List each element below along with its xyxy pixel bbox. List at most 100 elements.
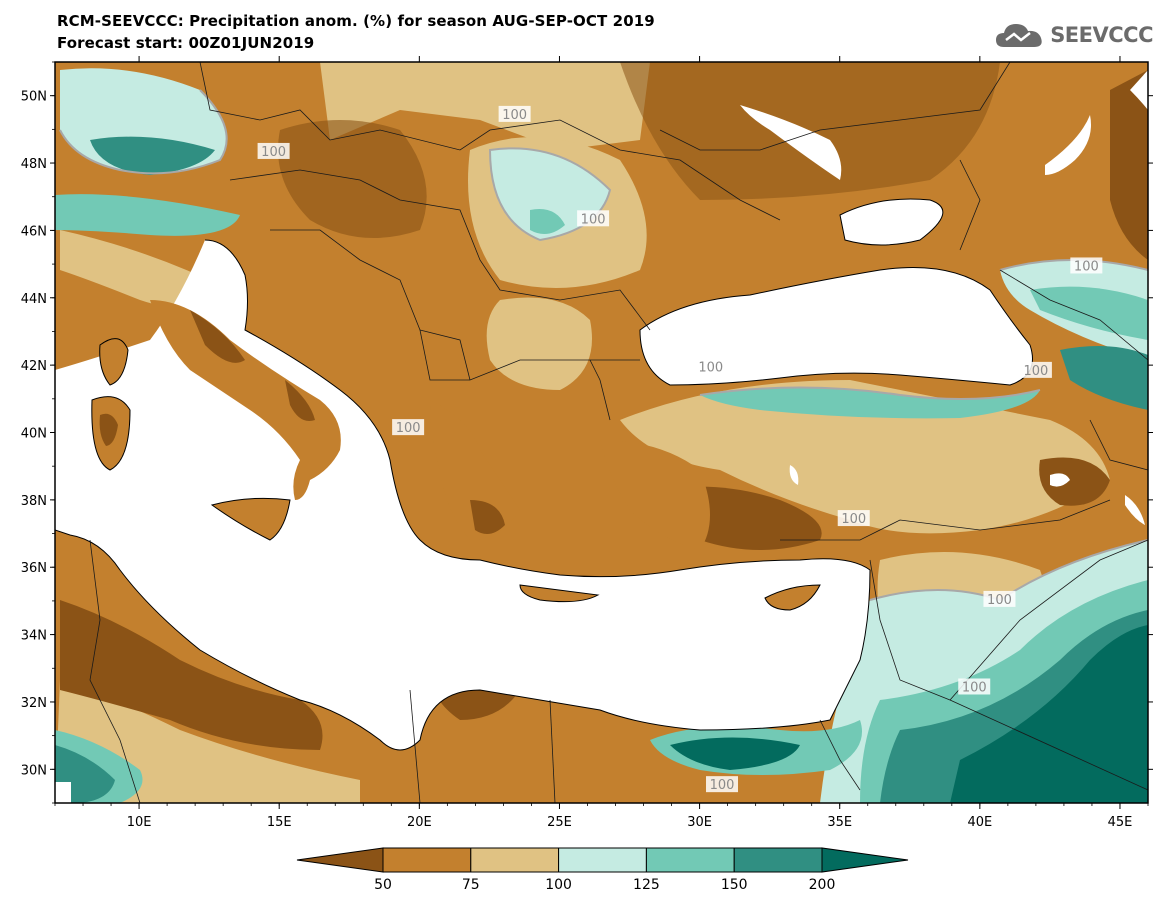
italy-dry-core (190, 310, 245, 363)
cloud-icon (996, 24, 1042, 47)
lat-label: 32N (21, 696, 47, 711)
very-dry-region (60, 600, 323, 750)
lon-label: 20E (407, 815, 432, 830)
lat-label: 46N (21, 224, 47, 239)
sicily (212, 498, 290, 540)
contour-label: 100 (962, 680, 987, 695)
lon-label: 25E (547, 815, 572, 830)
contour-label-bg (257, 142, 290, 159)
very-wet-region (90, 136, 215, 175)
lat-label: 36N (21, 561, 47, 576)
crete (520, 585, 598, 602)
contour-label: 100 (710, 778, 735, 793)
colorbar-label: 200 (809, 877, 836, 893)
wet-region (700, 387, 1040, 419)
lon-label: 30E (687, 815, 712, 830)
contour-label-bg (392, 419, 425, 436)
contour-label-bg (706, 776, 739, 793)
chart-title: RCM-SEEVCCC: Precipitation anom. (%) for… (57, 12, 655, 30)
colorbar-segment (733, 847, 823, 873)
country-borders (89, 62, 1148, 803)
italy-dry-core (285, 380, 315, 421)
map-fields (55, 62, 1148, 803)
contour-label-bg (498, 105, 531, 122)
lat-label: 38N (21, 494, 47, 509)
italy (150, 300, 341, 500)
colorbar-label: 75 (462, 877, 480, 893)
contour-label-bg (1019, 361, 1052, 378)
contour-label-bg (694, 358, 727, 375)
lat-label: 44N (21, 292, 47, 307)
colorbar-segment (382, 847, 472, 873)
lat-label: 30N (21, 763, 47, 778)
contour-100-line (699, 386, 1041, 400)
colorbar-segment (558, 847, 647, 873)
slightly-dry-region (320, 62, 650, 150)
colorbar-label: 150 (721, 877, 748, 893)
greece (430, 400, 520, 540)
colorbar-left-arrow (296, 847, 384, 873)
lon-label: 35E (827, 815, 852, 830)
lat-label: 34N (21, 629, 47, 644)
reservoir (1045, 115, 1091, 175)
colorbar-label: 100 (545, 877, 572, 893)
colorbar-right-arrow (821, 847, 909, 873)
colorbar-segment (645, 847, 735, 873)
black-sea (640, 267, 1033, 385)
slightly-dry-region (620, 380, 1110, 534)
contour-label-bg (1070, 257, 1103, 274)
data-gap (55, 782, 71, 803)
wet-region (530, 209, 565, 234)
wet-region (55, 194, 240, 236)
contour-label-bg (837, 510, 870, 527)
lat-label: 40N (21, 427, 47, 442)
very-dry-region (1110, 70, 1148, 260)
contour-label: 100 (841, 512, 866, 527)
contour-label-bg (577, 210, 610, 227)
sea-of-azov (840, 199, 943, 245)
colorbar-label: 50 (374, 877, 392, 893)
contour-label: 100 (396, 421, 421, 436)
lat-label: 48N (21, 157, 47, 172)
sardinia-dry-core (99, 413, 118, 446)
extreme-wet-region (950, 625, 1148, 803)
logo-text: SEEVCCC (1050, 23, 1153, 47)
contour-label: 100 (987, 593, 1012, 608)
wet-region (1030, 286, 1148, 340)
peloponnese-dry-core (470, 500, 505, 534)
contour-label: 100 (1023, 364, 1048, 379)
slightly-dry-region (486, 297, 592, 390)
lon-label: 15E (267, 815, 292, 830)
contour-label: 100 (1074, 259, 1099, 274)
contour-label: 100 (502, 108, 527, 123)
lat-label: 42N (21, 359, 47, 374)
cyprus (765, 585, 820, 610)
colorbar-segment (470, 847, 560, 873)
lat-label: 50N (21, 90, 47, 105)
contour-label-bg (958, 678, 991, 695)
longitude-axis: 10E 15E 20E 25E 30E 35E 40E 45E (54, 56, 1149, 830)
very-dry-region (1039, 457, 1110, 506)
lake-van (1050, 473, 1070, 487)
reservoir (1130, 70, 1148, 110)
contour-labels: 100 100 100 100 100 100 100 100 100 100 100 (257, 105, 1103, 793)
seevccc-logo: SEEVCCC (994, 20, 1153, 50)
lake-tuz (789, 465, 799, 485)
extreme-wet-region (670, 737, 800, 770)
contour-label: 100 (581, 212, 606, 227)
lake-urmia (1125, 495, 1145, 525)
lon-label: 10E (127, 815, 152, 830)
chart-subtitle: Forecast start: 00Z01JUN2019 (57, 34, 315, 52)
colorbar-label: 125 (633, 877, 660, 893)
corsica (99, 338, 128, 385)
lon-label: 45E (1108, 815, 1133, 830)
contour-label: 100 (261, 145, 286, 160)
contour-label: 100 (698, 361, 723, 376)
lon-label: 40E (967, 815, 992, 830)
contour-100-line (59, 89, 228, 175)
very-wet-region (1060, 346, 1148, 410)
colorbar: 50 75 100 125 150 200 (296, 847, 909, 893)
latitude-axis: 50N 48N 46N 44N 42N 40N 38N 36N 34N 32N 30N (21, 61, 1153, 804)
reservoir (740, 105, 842, 180)
